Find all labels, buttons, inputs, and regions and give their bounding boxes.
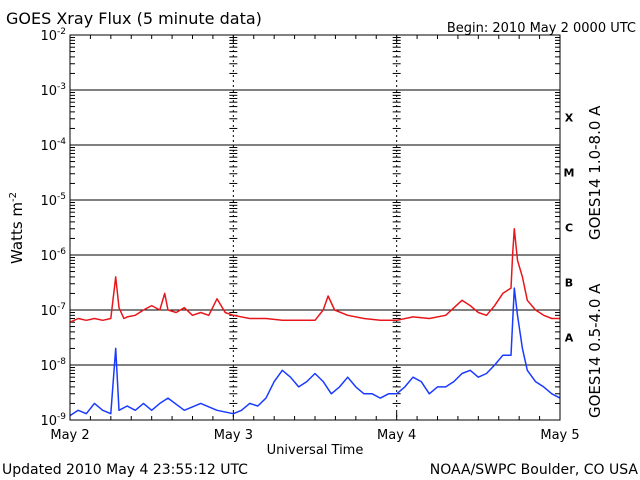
begin-label: Begin: 2010 May 2 0000 UTC — [447, 21, 636, 36]
x-axis-label: Universal Time — [267, 443, 364, 458]
y-tick-label: 10-2 — [40, 27, 66, 44]
y-tick-base: 10 — [40, 29, 57, 44]
y-tick-base: 10 — [40, 304, 57, 319]
y-tick-label: 10-3 — [40, 82, 66, 99]
y-tick-base: 10 — [40, 249, 57, 264]
series-label-red: GOES14 1.0-8.0 A — [586, 105, 604, 240]
x-tick-label: May 3 — [214, 428, 253, 443]
series-label-blue: GOES14 0.5-4.0 A — [586, 283, 604, 418]
y-tick-base: 10 — [40, 139, 57, 154]
y-tick-exponent: -8 — [57, 357, 66, 367]
y-tick-base: 10 — [40, 414, 57, 429]
flare-class-label: M — [564, 167, 575, 180]
y-tick-exponent: -5 — [57, 192, 66, 202]
y-tick-exponent: -9 — [57, 412, 66, 422]
y-axis-label: Watts m-2 — [8, 192, 26, 264]
y-tick-base: 10 — [40, 84, 57, 99]
y-tick-label: 10-9 — [40, 412, 66, 429]
grid-layer — [70, 34, 560, 421]
y-tick-label: 10-6 — [40, 247, 66, 264]
flare-class-label: A — [565, 332, 574, 345]
series-layer — [69, 228, 561, 417]
y-tick-exponent: -7 — [57, 302, 66, 312]
y-tick-base: 10 — [40, 359, 57, 374]
source-credit: NOAA/SWPC Boulder, CO USA — [430, 462, 639, 478]
series-line — [69, 228, 560, 323]
flare-class-label: B — [565, 277, 573, 290]
y-tick-exponent: -3 — [57, 82, 66, 92]
y-tick-label: 10-5 — [40, 192, 66, 209]
chart-title: GOES Xray Flux (5 minute data) — [6, 9, 262, 28]
y-tick-label: 10-8 — [40, 357, 66, 374]
flare-class-label: X — [565, 112, 574, 125]
y-tick-exponent: -4 — [57, 137, 66, 147]
y-tick-labels: 10-910-810-710-610-510-410-310-2 — [40, 27, 66, 429]
flare-class-label: C — [565, 222, 573, 235]
y-tick-base: 10 — [40, 194, 57, 209]
y-tick-label: 10-4 — [40, 137, 66, 154]
y-axis-label-base: Watts m — [8, 202, 26, 264]
updated-timestamp: Updated 2010 May 4 23:55:12 UTC — [2, 462, 248, 478]
x-tick-label: May 2 — [50, 428, 89, 443]
y-tick-exponent: -6 — [57, 247, 66, 257]
y-tick-label: 10-7 — [40, 302, 66, 319]
plot-frame — [69, 34, 561, 421]
flare-class-labels: X M C B A — [564, 112, 575, 345]
y-axis-label-exponent: -2 — [8, 192, 19, 202]
series-line — [69, 287, 561, 417]
x-tick-labels: May 2 May 3 May 4 May 5 — [50, 428, 579, 443]
x-tick-label: May 5 — [540, 428, 579, 443]
y-tick-exponent: -2 — [57, 27, 66, 37]
x-tick-label: May 4 — [377, 428, 416, 443]
